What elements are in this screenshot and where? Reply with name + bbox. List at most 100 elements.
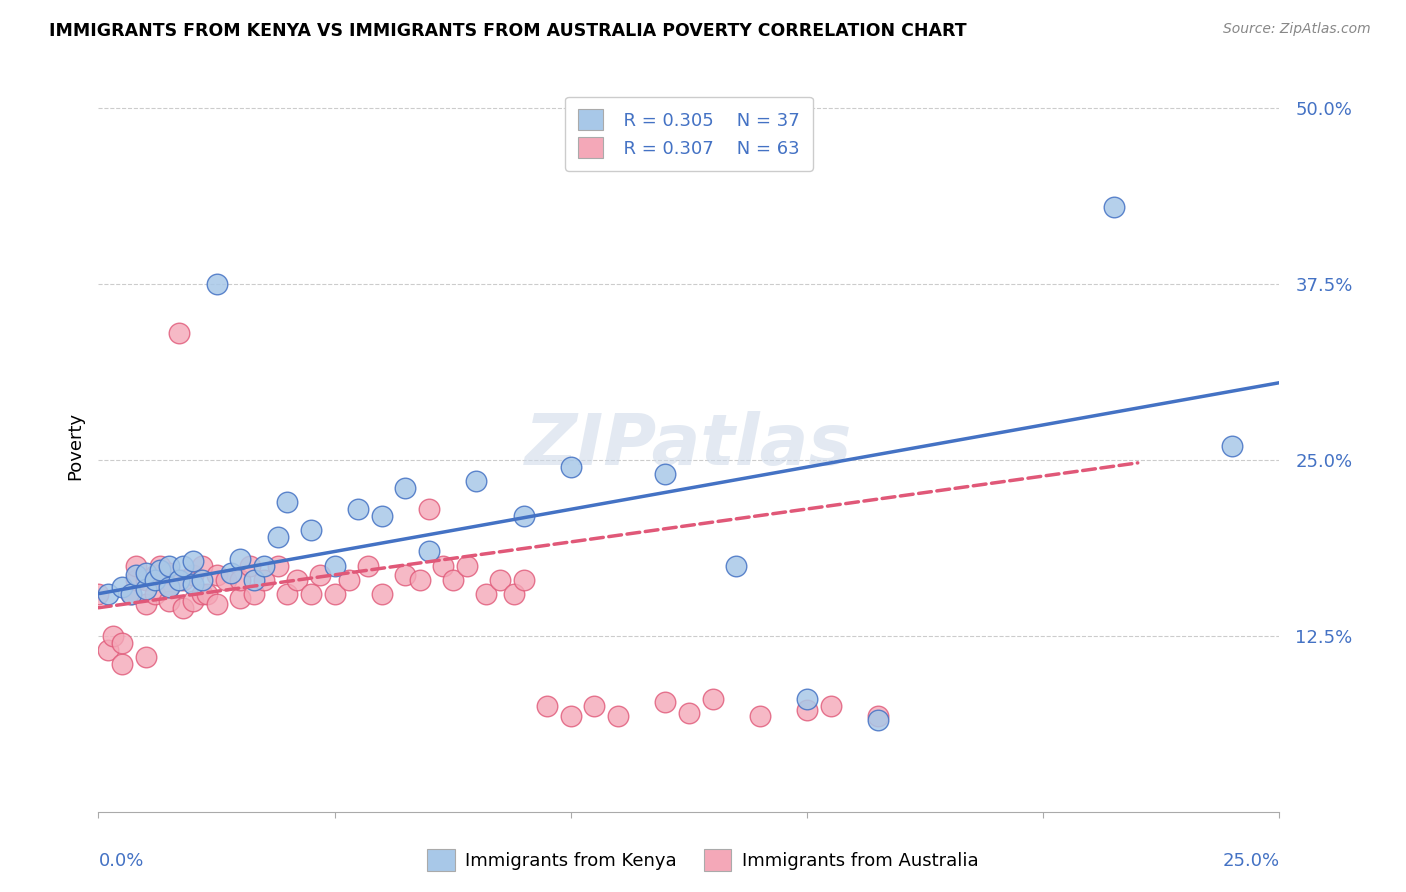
Point [267, 530, 290, 544]
Point [121, 587, 143, 601]
Point [503, 587, 526, 601]
Point [191, 558, 214, 573]
Point [678, 706, 700, 721]
Point [267, 558, 290, 573]
Point [181, 593, 204, 607]
Point [229, 573, 252, 587]
Point [583, 699, 606, 714]
Point [143, 587, 166, 601]
Point [465, 474, 488, 488]
Point [97, 587, 120, 601]
Point [101, 629, 124, 643]
Point [418, 544, 440, 558]
Point [371, 509, 394, 524]
Point [725, 558, 748, 573]
Point [181, 554, 204, 568]
Point [560, 709, 582, 723]
Point [394, 481, 416, 495]
Point [253, 558, 276, 573]
Point [253, 573, 276, 587]
Point [432, 558, 454, 573]
Point [820, 699, 842, 714]
Point [1102, 200, 1125, 214]
Point [205, 277, 228, 292]
Point [337, 573, 360, 587]
Point [157, 566, 180, 580]
Point [149, 558, 172, 573]
Point [357, 558, 380, 573]
Text: 25.0%: 25.0% [1222, 852, 1279, 870]
Point [408, 573, 430, 587]
Point [1220, 439, 1243, 453]
Point [191, 587, 214, 601]
Point [125, 573, 148, 587]
Point [125, 558, 148, 573]
Point [172, 573, 194, 587]
Point [125, 568, 148, 582]
Point [299, 524, 322, 538]
Point [748, 709, 770, 723]
Point [489, 573, 512, 587]
Point [205, 597, 228, 611]
Point [191, 573, 214, 587]
Point [135, 650, 157, 665]
Text: 0.0%: 0.0% [98, 852, 143, 870]
Point [195, 587, 218, 601]
Point [167, 326, 190, 341]
Point [796, 703, 818, 717]
Point [239, 558, 262, 573]
Point [276, 587, 298, 601]
Text: ZIPatlas: ZIPatlas [526, 411, 852, 481]
Point [181, 568, 204, 582]
Point [135, 566, 157, 580]
Point [512, 573, 534, 587]
Point [157, 580, 180, 594]
Point [243, 587, 266, 601]
Point [323, 558, 346, 573]
Point [654, 695, 676, 709]
Legend: Immigrants from Kenya, Immigrants from Australia: Immigrants from Kenya, Immigrants from A… [420, 842, 986, 879]
Point [143, 573, 166, 587]
Point [654, 467, 676, 482]
Point [347, 502, 370, 516]
Point [167, 573, 190, 587]
Point [276, 495, 298, 509]
Point [323, 587, 346, 601]
Point [111, 657, 134, 671]
Point [181, 577, 204, 591]
Point [205, 568, 228, 582]
Text: IMMIGRANTS FROM KENYA VS IMMIGRANTS FROM AUSTRALIA POVERTY CORRELATION CHART: IMMIGRANTS FROM KENYA VS IMMIGRANTS FROM… [49, 22, 967, 40]
Point [796, 692, 818, 706]
Point [229, 591, 252, 605]
Point [149, 563, 172, 577]
Point [866, 709, 889, 723]
Point [456, 558, 478, 573]
Point [143, 568, 166, 582]
Point [135, 582, 157, 597]
Point [135, 597, 157, 611]
Legend:   R = 0.305    N = 37,   R = 0.307    N = 63: R = 0.305 N = 37, R = 0.307 N = 63 [565, 96, 813, 171]
Point [512, 509, 534, 524]
Point [157, 593, 180, 607]
Point [309, 568, 332, 582]
Y-axis label: Poverty: Poverty [66, 412, 84, 480]
Point [607, 709, 630, 723]
Point [135, 573, 157, 587]
Text: Source: ZipAtlas.com: Source: ZipAtlas.com [1223, 22, 1371, 37]
Point [418, 502, 440, 516]
Point [475, 587, 498, 601]
Point [111, 580, 134, 594]
Point [536, 699, 558, 714]
Point [560, 460, 582, 475]
Point [285, 573, 308, 587]
Point [157, 580, 180, 594]
Point [441, 573, 464, 587]
Point [157, 558, 180, 573]
Point [229, 551, 252, 566]
Point [243, 573, 266, 587]
Point [87, 587, 110, 601]
Point [866, 714, 889, 728]
Point [172, 558, 194, 573]
Point [121, 587, 143, 601]
Point [394, 568, 416, 582]
